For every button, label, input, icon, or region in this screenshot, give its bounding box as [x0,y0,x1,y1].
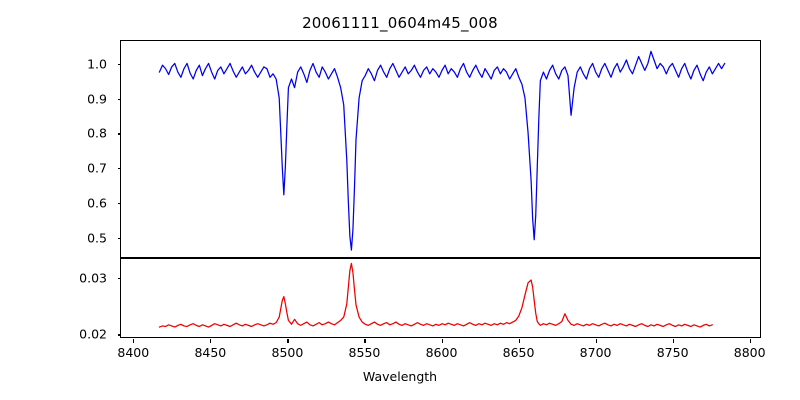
y-tick-label: 1.0 [87,56,107,72]
chart-title: 20061111_0604m45_008 [302,14,498,32]
x-tick-label: 8700 [579,345,612,360]
x-tick-label: 8650 [502,345,535,360]
y-tick-label: 0.5 [87,230,107,246]
x-tick-label: 8600 [425,345,458,360]
y-tick-label: 0.9 [87,91,107,107]
y-tick-mark [117,238,121,240]
x-tick-label: 8550 [348,345,381,360]
spectrum-line [121,41,760,257]
y-tick-label: 0.7 [87,160,107,176]
error-line [121,259,760,337]
y-tick-label: 0.8 [87,125,107,141]
y-tick-mark [117,63,121,65]
x-tick-mark [441,339,443,343]
y-tick-label: 0.02 [79,326,107,342]
x-tick-mark [133,339,135,343]
x-tick-label: 8750 [656,345,689,360]
y-tick-label: 0.6 [87,195,107,211]
error-plot-area[interactable]: 0.02 0.03 8400 8450 8500 8550 8600 8650 8700 875… [79,258,766,360]
y-tick-mark [117,334,121,336]
x-tick-mark [210,339,212,343]
x-tick-mark [595,339,597,343]
x-tick-mark [518,339,520,343]
x-tick-mark [287,339,289,343]
x-tick-label: 8500 [271,345,304,360]
y-tick-mark [117,98,121,100]
x-tick-mark [672,339,674,343]
y-tick-mark [117,133,121,135]
y-tick-mark [117,203,121,205]
y-tick-mark [117,277,121,279]
x-tick-mark [749,339,751,343]
x-axis-title: Wavelength [362,369,438,384]
y-tick-label: 0.03 [79,270,107,286]
x-tick-label: 8800 [733,345,766,360]
y-tick-mark [117,168,121,170]
x-tick-label: 8400 [117,345,150,360]
spectrum-plot-area[interactable]: 0.5 0.6 0.7 0.8 0.9 1.0 [87,40,761,258]
x-tick-mark [364,339,366,343]
x-tick-label: 8450 [194,345,227,360]
